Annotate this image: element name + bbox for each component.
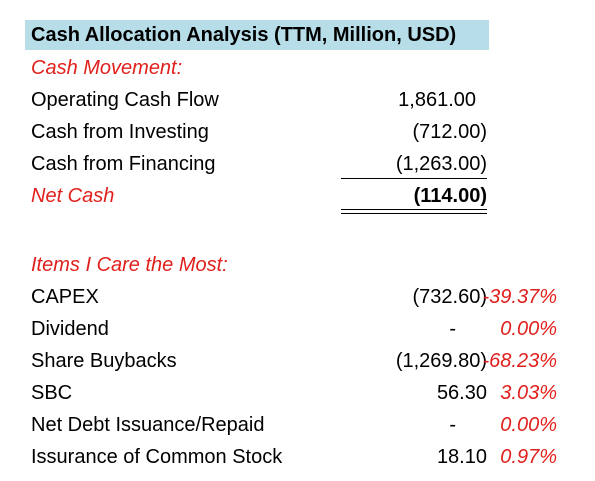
subtotal-underline bbox=[341, 178, 487, 179]
table-row: Net Debt Issuance/Repaid - 0.00% bbox=[0, 409, 595, 441]
total-double-underline bbox=[341, 209, 487, 214]
row-label: Net Debt Issuance/Repaid bbox=[31, 414, 265, 436]
row-label: Cash from Financing bbox=[31, 153, 216, 175]
row-value: (1,263.00) bbox=[395, 153, 487, 175]
row-value: 18.10 bbox=[436, 446, 487, 468]
net-cash-row: Net Cash (114.00) bbox=[0, 180, 595, 212]
items-header-row: Items I Care the Most: bbox=[0, 249, 595, 281]
net-cash-label: Net Cash bbox=[31, 185, 115, 207]
cash-movement-header-row: Cash Movement: bbox=[0, 52, 595, 84]
row-percent: 0.00% bbox=[500, 414, 557, 436]
row-percent: 0.00% bbox=[500, 318, 557, 340]
row-percent: 0.97% bbox=[500, 446, 557, 468]
row-value: (732.60) bbox=[412, 286, 488, 308]
row-label: CAPEX bbox=[31, 286, 99, 308]
table-row: CAPEX (732.60) -39.37% bbox=[0, 281, 595, 313]
items-header: Items I Care the Most: bbox=[31, 254, 228, 276]
table-row: Dividend - 0.00% bbox=[0, 313, 595, 345]
cash-movement-header: Cash Movement: bbox=[31, 57, 183, 79]
row-percent: -39.37% bbox=[482, 286, 558, 308]
row-value: 1,861.00 bbox=[398, 89, 476, 111]
row-label: Issurance of Common Stock bbox=[31, 446, 283, 468]
row-value: - bbox=[449, 318, 456, 340]
table-row: Operating Cash Flow 1,861.00 bbox=[0, 84, 595, 116]
row-value: 56.30 bbox=[436, 382, 487, 404]
sheet-title: Cash Allocation Analysis (TTM, Million, … bbox=[31, 24, 457, 46]
row-label: Share Buybacks bbox=[31, 350, 177, 372]
table-row: Cash from Investing (712.00) bbox=[0, 116, 595, 148]
row-label: Cash from Investing bbox=[31, 121, 209, 143]
net-cash-value: (114.00) bbox=[413, 185, 487, 207]
row-percent: -68.23% bbox=[482, 350, 558, 372]
row-value: (1,269.80) bbox=[395, 350, 487, 372]
row-value: - bbox=[449, 414, 456, 436]
row-value: (712.00) bbox=[412, 121, 488, 143]
title-highlight bbox=[25, 20, 489, 50]
row-label: Operating Cash Flow bbox=[31, 89, 219, 111]
table-row: SBC 56.30 3.03% bbox=[0, 377, 595, 409]
table-row: Issurance of Common Stock 18.10 0.97% bbox=[0, 441, 595, 473]
table-row: Share Buybacks (1,269.80) -68.23% bbox=[0, 345, 595, 377]
table-row: Cash from Financing (1,263.00) bbox=[0, 148, 595, 180]
row-label: Dividend bbox=[31, 318, 109, 340]
row-percent: 3.03% bbox=[500, 382, 557, 404]
row-label: SBC bbox=[31, 382, 73, 404]
